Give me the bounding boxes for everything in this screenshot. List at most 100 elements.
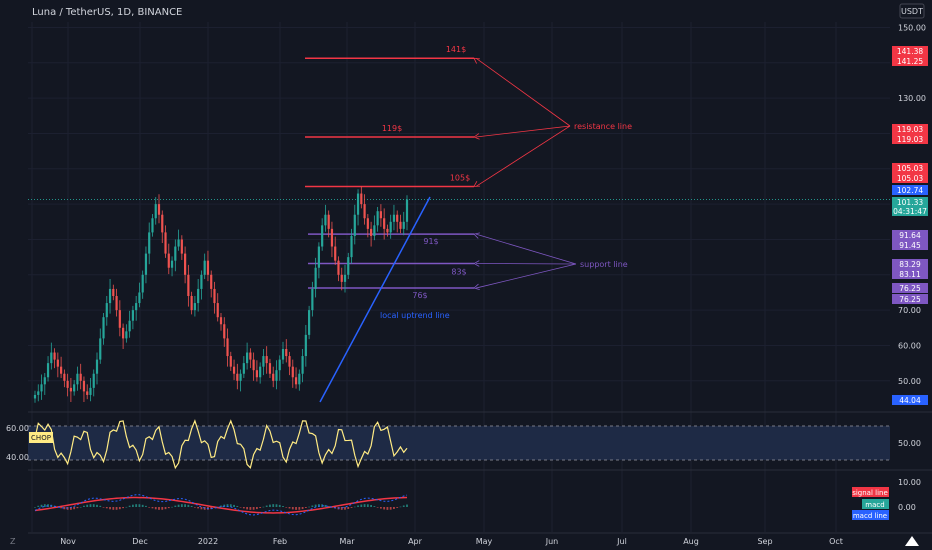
- candle-body: [122, 327, 125, 339]
- candle-body: [63, 373, 66, 381]
- macd-hist-bar: [177, 504, 180, 507]
- time-tick-label: Aug: [683, 537, 699, 546]
- candle-body: [177, 239, 180, 247]
- support-arrowhead: [473, 283, 480, 291]
- macd-signal-label: signal line: [852, 489, 888, 497]
- macd-hist-bar: [363, 504, 366, 507]
- price-badge: [892, 56, 928, 66]
- macd-signal-badge[interactable]: [852, 487, 889, 497]
- candle-body: [216, 303, 219, 318]
- currency-button[interactable]: [899, 3, 925, 19]
- macd-hist-bar: [184, 504, 187, 507]
- macd-hist-bar: [262, 506, 265, 508]
- macd-hist-bar: [40, 504, 43, 507]
- candle-body: [262, 356, 265, 367]
- candle-body: [386, 228, 389, 233]
- time-tick-label: Jul: [616, 537, 627, 546]
- time-axis[interactable]: Nov Dec 2022 Feb Mar Apr May Jun Jul Aug Sep Oct: [60, 537, 843, 546]
- macd-hist-bar: [89, 504, 92, 507]
- macd-tick-upper: 10.00: [898, 478, 921, 487]
- candle-body: [239, 373, 242, 381]
- candle-body: [321, 225, 324, 247]
- price-tick-label: 50.00: [898, 377, 921, 386]
- candle-body: [232, 366, 236, 374]
- macd-hist-bar: [370, 505, 373, 507]
- price-badge-label: 91.45: [899, 241, 921, 250]
- price-badge-label: 141.38: [897, 47, 923, 56]
- macd-hist-bar: [347, 507, 350, 510]
- macd-hist-bar: [43, 504, 46, 507]
- candle-body: [389, 221, 392, 233]
- candle-body: [343, 274, 347, 282]
- macd-hist-bar: [308, 506, 311, 508]
- resistance-level-label: 105$: [450, 173, 470, 182]
- resistance-arrowhead: [473, 181, 481, 187]
- candle-body: [324, 214, 327, 226]
- resistance-arrowhead: [473, 57, 481, 64]
- candle-body: [376, 211, 379, 226]
- candle-body: [223, 324, 226, 339]
- candle-body: [128, 320, 131, 332]
- macd-hist-bar: [249, 507, 252, 510]
- support-level-label: 83$: [451, 267, 466, 276]
- logo-icon: [905, 536, 919, 546]
- macd-line-badge[interactable]: [852, 510, 889, 520]
- macd-signal-line: [34, 496, 408, 514]
- candle-body: [86, 391, 89, 395]
- macd-hist-bar: [242, 507, 245, 509]
- time-tick-label: May: [476, 537, 493, 546]
- support-pointer-line: [475, 263, 577, 265]
- candle-body: [213, 288, 216, 304]
- candle-body: [314, 267, 317, 289]
- candle-body: [184, 253, 187, 275]
- macd-hist-bar: [282, 505, 284, 507]
- macd-hist-bar: [180, 504, 183, 507]
- candle-body: [396, 214, 399, 222]
- candle-body: [265, 356, 268, 364]
- support-level-label: 76$: [412, 291, 427, 300]
- candle-body: [278, 359, 281, 371]
- chop-band: [28, 426, 890, 460]
- macd-hist-bar: [317, 504, 320, 507]
- macd-hist-bar: [353, 506, 356, 508]
- currency-label: USDT: [901, 7, 923, 16]
- candle-body: [79, 373, 82, 381]
- price-badge-label: 44.04: [899, 396, 921, 405]
- candle-body: [115, 296, 118, 311]
- chop-tick-upper: 60.00: [6, 424, 29, 433]
- price-badge: [892, 230, 928, 240]
- chart-grid: [28, 22, 890, 532]
- macd-hist-badge[interactable]: [862, 499, 889, 509]
- price-badge: [892, 259, 928, 269]
- macd-hist-bar: [69, 507, 72, 510]
- macd-hist-bar: [187, 504, 190, 507]
- macd-hist-bar: [344, 507, 346, 510]
- support-arrowhead: [473, 260, 480, 267]
- candle-body: [167, 253, 170, 268]
- macd-hist-bar: [190, 505, 193, 507]
- price-badge: [892, 124, 928, 134]
- macd-hist-bar: [125, 506, 128, 508]
- candle-body: [190, 296, 193, 311]
- chop-badge[interactable]: [29, 432, 53, 443]
- macd-histogram: [34, 504, 408, 510]
- price-badge-label: 101.33: [897, 198, 923, 207]
- candle-body: [105, 303, 108, 318]
- macd-hist-bar: [158, 507, 160, 510]
- macd-hist-bar: [357, 505, 359, 507]
- candle-body: [112, 288, 115, 296]
- macd-hist-bar: [63, 507, 66, 510]
- uptrend-line[interactable]: [319, 196, 431, 403]
- macd-hist-bar: [379, 507, 382, 509]
- macd-hist-bar: [220, 505, 222, 507]
- resistance-label: resistance line: [574, 122, 632, 131]
- macd-hist-bar: [288, 507, 291, 509]
- macd-hist-bar: [298, 507, 301, 510]
- price-badge-label: 91.64: [899, 231, 921, 240]
- price-tick-label: 60.00: [898, 341, 921, 350]
- candle-body: [95, 359, 99, 374]
- candle-body: [383, 218, 386, 229]
- candle-body: [148, 232, 151, 254]
- macd-hist-bar: [99, 505, 102, 507]
